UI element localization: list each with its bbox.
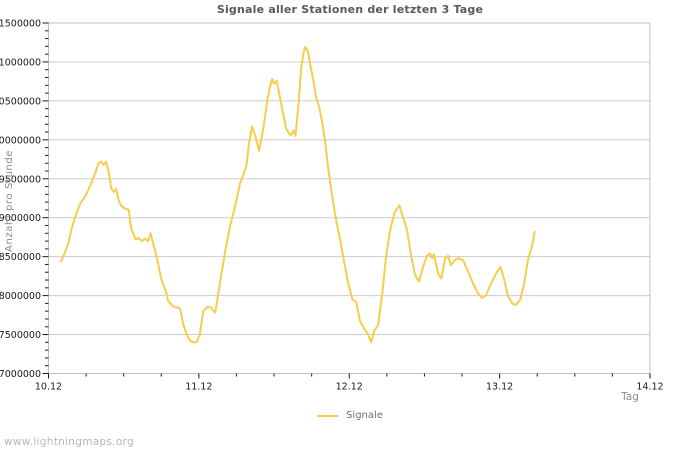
plot-border (48, 22, 651, 374)
x-axis-title: Tag (621, 391, 639, 403)
y-tick-labels: 7000000 7500000 8000000 8500000 9000000 95000… (0, 19, 41, 381)
svg-text:9500000: 9500000 (0, 174, 41, 185)
svg-text:10000000: 10000000 (0, 135, 41, 146)
y-gridlines (48, 61, 650, 336)
svg-text:7500000: 7500000 (0, 330, 41, 341)
svg-text:8000000: 8000000 (0, 291, 41, 302)
page-title: Signale aller Stationen der letzten 3 Ta… (216, 3, 484, 16)
legend-line-swatch (317, 414, 339, 417)
svg-text:11500000: 11500000 (0, 19, 41, 30)
x-tick-labels: 10.12 11.12 12.12 13.12 14.12 (35, 382, 664, 393)
svg-text:7000000: 7000000 (0, 369, 41, 380)
legend: Signale (0, 410, 700, 421)
svg-text:14.12: 14.12 (636, 382, 663, 393)
y-axis-title: Anzahl pro Stunde (4, 149, 15, 253)
x-ticks (48, 373, 651, 379)
svg-text:12.12: 12.12 (336, 382, 363, 393)
svg-text:10.12: 10.12 (35, 382, 62, 393)
svg-text:13.12: 13.12 (486, 382, 513, 393)
y-ticks (42, 22, 49, 374)
svg-text:8500000: 8500000 (0, 252, 41, 263)
svg-text:11.12: 11.12 (185, 382, 212, 393)
watermark-url: www.lightningmaps.org (4, 436, 134, 448)
legend-label-signale: Signale (346, 410, 383, 421)
series-line-signale (60, 46, 536, 344)
svg-text:10500000: 10500000 (0, 96, 41, 107)
svg-text:11000000: 11000000 (0, 57, 41, 68)
svg-text:9000000: 9000000 (0, 213, 41, 224)
